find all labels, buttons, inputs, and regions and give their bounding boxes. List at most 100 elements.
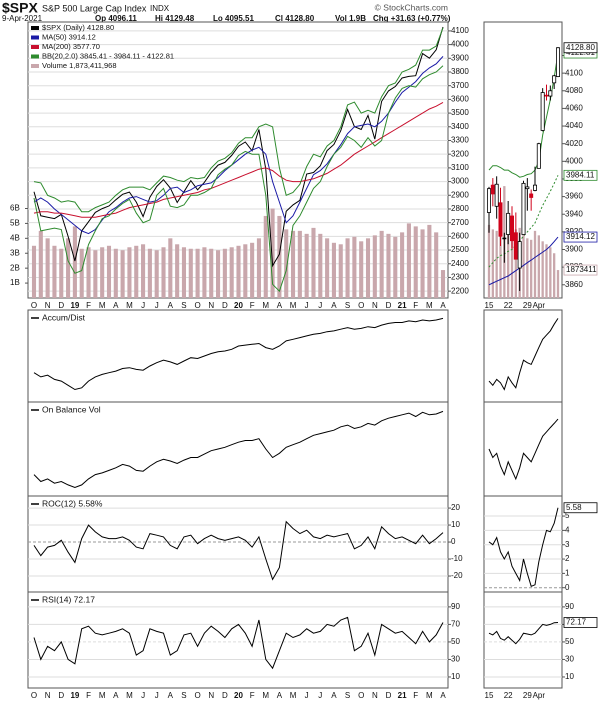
candle-body: [533, 184, 538, 191]
y-tick-label: 4020: [565, 139, 583, 148]
y-tick-label: 30: [565, 655, 574, 664]
x-tick-label: S: [345, 301, 350, 310]
volume-bar: [222, 248, 227, 298]
x-tick-label: A: [331, 691, 337, 700]
last-value-label: 4128.80: [566, 43, 595, 52]
volume-tick-label: 4B: [10, 233, 20, 242]
x-tick-label: O: [31, 301, 37, 310]
series-line: [488, 175, 559, 268]
volume-bar: [120, 250, 125, 298]
volume-bar: [434, 232, 439, 298]
last-value-box: [563, 502, 598, 514]
last-value-label: 5.58: [566, 503, 582, 512]
series-line: [33, 26, 444, 268]
legend-swatch: [31, 64, 39, 68]
x-tick-label: J: [305, 301, 309, 310]
volume-bar: [514, 229, 517, 298]
candle-body: [552, 75, 557, 84]
x-tick-label: 20: [234, 301, 243, 310]
series-line: [33, 27, 444, 213]
indicator-line: [488, 418, 559, 481]
candle-body: [490, 184, 495, 195]
x-tick-label: M: [126, 691, 133, 700]
y-tick-label: 2: [565, 554, 570, 563]
volume-bar: [134, 245, 139, 298]
last-value-box: [563, 617, 598, 628]
x-tick-label: A: [113, 301, 119, 310]
x-tick-label: A: [168, 301, 174, 310]
y-tick-label: 3900: [451, 53, 469, 62]
x-tick-label: 29: [523, 691, 532, 700]
volume-bar: [487, 224, 491, 298]
legend-swatch: [31, 54, 39, 59]
y-tick-label: 30: [451, 655, 460, 664]
y-tick-label: 50: [565, 637, 574, 646]
volume-bar: [270, 208, 275, 298]
panel-title: RSI(14) 72.17: [42, 594, 95, 604]
x-tick-label: M: [262, 301, 269, 310]
candle-body: [536, 143, 541, 169]
indicator-line: [33, 317, 444, 391]
quote: Cl 4128.80: [275, 14, 315, 23]
legend-label: MA(200) 3577.70: [42, 42, 100, 51]
last-value-box: [563, 169, 598, 181]
y-tick-label: 4080: [565, 86, 583, 95]
volume-bar: [325, 238, 330, 298]
x-tick-label: 19: [70, 301, 79, 310]
x-tick-label: F: [413, 301, 418, 310]
x-tick-label: O: [194, 691, 200, 700]
volume-bar: [495, 230, 498, 298]
y-tick-label: 10: [451, 520, 460, 529]
y-tick-label: 2700: [451, 218, 469, 227]
x-tick-label: 20: [234, 691, 243, 700]
indicator-line: [33, 520, 444, 581]
series-line: [33, 101, 444, 218]
x-tick-label: O: [358, 691, 364, 700]
y-tick-label: 3600: [451, 94, 469, 103]
x-tick-label: J: [305, 691, 309, 700]
x-tick-label: 21: [398, 301, 407, 310]
volume-bar: [106, 245, 112, 298]
x-tick-label: M: [262, 691, 269, 700]
exchange: INDX: [150, 4, 170, 13]
legend-label: $SPX (Daily) 4128.80: [42, 23, 114, 32]
volume-bar: [79, 248, 84, 298]
x-tick-label: J: [155, 691, 159, 700]
x-tick-label: M: [290, 301, 297, 310]
x-tick-label: F: [86, 691, 91, 700]
legend-label: MA(50) 3914.12: [42, 32, 96, 41]
volume-bar: [553, 253, 556, 298]
panel-frame: [483, 591, 563, 689]
volume-bar: [93, 250, 98, 298]
x-tick-label: N: [45, 301, 51, 310]
candle-body: [494, 183, 499, 207]
volume-bar: [209, 248, 214, 298]
volume-bar: [345, 238, 350, 298]
candle-body: [544, 94, 549, 97]
volume-bar: [537, 235, 540, 298]
volume-bar: [168, 238, 173, 298]
volume-bar: [195, 248, 200, 298]
x-tick-label: F: [413, 691, 418, 700]
candle-body: [540, 92, 545, 131]
volume-bar: [541, 241, 544, 298]
y-tick-label: 3400: [451, 122, 469, 131]
volume-tick-label: 1B: [10, 278, 20, 287]
panel-frame: [483, 309, 563, 403]
volume-bar: [297, 230, 302, 298]
legend-label: Volume 1,873,411,968: [42, 61, 117, 70]
x-tick-label: A: [440, 691, 446, 700]
legend-swatch: [31, 35, 39, 40]
volume-bar: [318, 233, 323, 298]
volume-bar: [277, 215, 282, 298]
x-tick-label: A: [277, 301, 283, 310]
y-tick-label: 4100: [451, 26, 469, 35]
volume-bar: [379, 230, 384, 298]
volume-bar: [243, 244, 248, 298]
y-tick-label: 4000: [565, 156, 583, 165]
series-line: [488, 236, 559, 286]
volume-bar: [499, 218, 502, 298]
x-tick-label: M: [99, 301, 106, 310]
y-tick-label: 2800: [451, 204, 469, 213]
x-tick-label: S: [181, 691, 186, 700]
